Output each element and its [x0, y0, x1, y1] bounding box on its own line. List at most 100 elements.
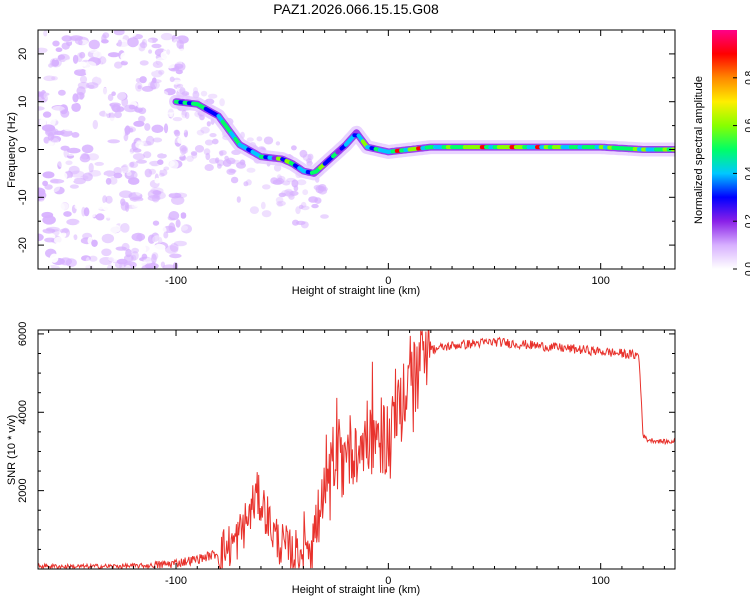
- spectrogram-noise-blob: [80, 154, 91, 162]
- spectrogram-noise-blob: [65, 161, 72, 166]
- spectrogram-noise-blob: [71, 132, 79, 138]
- spectrogram-noise-blob: [81, 207, 85, 217]
- spectrogram-noise-blob: [118, 40, 122, 47]
- spectrogram-noise-blob: [152, 100, 164, 110]
- colorbar-tick-label: 0.8: [744, 70, 750, 84]
- spectrogram-noise-blob: [262, 210, 272, 217]
- spectrogram-noise-blob: [89, 213, 96, 218]
- spectrogram-noise-blob: [46, 227, 60, 232]
- spectrogram-noise-blob: [34, 147, 47, 151]
- snr-x-axis-label: Height of straight line (km): [292, 584, 420, 596]
- spectrogram-noise-blob: [59, 246, 71, 250]
- spectrogram-noise-blob: [44, 92, 52, 100]
- spectrogram-noise-blob: [82, 103, 90, 108]
- spectrogram-noise-blob: [176, 40, 184, 49]
- spectrogram-noise-blob: [52, 41, 59, 47]
- spectrogram-noise-blob: [181, 147, 188, 154]
- spectrogram-noise-blob: [59, 229, 69, 234]
- spectrogram-noise-blob: [168, 188, 177, 194]
- spectrogram-noise-blob: [117, 259, 128, 265]
- spectrogram-noise-blob: [123, 56, 132, 63]
- spectrogram-noise-blob: [104, 152, 114, 156]
- spectrogram-noise-blob: [243, 181, 248, 186]
- spectrogram-noise-blob: [133, 121, 144, 127]
- spectrogram-noise-blob: [175, 193, 188, 199]
- spectrogram-noise-blob: [125, 265, 131, 271]
- spectrogram-y-tick-label: 0: [17, 146, 29, 152]
- spectrogram-noise-blob: [106, 212, 112, 218]
- spectrogram-noise-blob: [151, 254, 157, 264]
- spectrogram-noise-blob: [44, 87, 50, 92]
- spectrogram-y-axis-label: Frequency (Hz): [6, 112, 18, 188]
- spectrogram-noise-blob: [207, 121, 211, 126]
- spectrogram-noise-blob: [217, 164, 222, 169]
- spectrogram-noise-blob: [78, 40, 82, 45]
- spectrogram-noise-blob: [152, 125, 164, 133]
- spectrogram-noise-blob: [132, 51, 144, 59]
- colorbar: 0.00.20.40.60.8 Normalized spectral ampl…: [693, 30, 750, 276]
- spectrogram-noise-blob: [142, 245, 146, 253]
- spectrogram-noise-blob: [62, 35, 73, 41]
- spectrogram-noise-blob: [148, 49, 152, 53]
- spectrogram-noise-blob: [122, 164, 129, 174]
- spectrogram-noise-blob: [158, 91, 168, 98]
- spectrogram-noise-blob: [209, 158, 218, 164]
- spectrogram-noise-blob: [135, 216, 148, 226]
- spectrogram-noise-blob: [212, 139, 219, 145]
- spectrogram-noise-blob: [144, 38, 152, 44]
- spectrogram-x-tick-label: -100: [165, 275, 187, 287]
- spectrogram-noise-blob: [229, 169, 237, 173]
- spectrogram-noise-blob: [65, 165, 69, 172]
- spectrogram-noise-blob: [320, 214, 329, 219]
- spectrogram-noise-blob: [169, 180, 181, 188]
- spectrogram-noise-blob: [176, 172, 181, 178]
- spectrogram-noise-blob: [135, 141, 144, 148]
- snr-x-tick-label: 100: [592, 575, 610, 587]
- spectrogram-noise-blob: [185, 112, 189, 119]
- spectrogram-noise-blob: [56, 47, 63, 52]
- spectrogram-noise-blob: [133, 153, 145, 160]
- spectrogram-noise-blob: [103, 124, 113, 131]
- spectrogram-noise-blob: [141, 228, 146, 234]
- spectrogram-noise-blob: [35, 262, 42, 268]
- spectrogram-noise-blob: [261, 202, 266, 210]
- spectrogram-noise-blob: [284, 189, 293, 197]
- spectrogram-noise-blob: [69, 79, 79, 84]
- spectrogram-noise-blob: [52, 117, 62, 121]
- spectrogram-noise-blob: [94, 69, 107, 78]
- spectrogram-noise-blob: [107, 224, 121, 233]
- spectrogram-noise-blob: [144, 208, 155, 216]
- spectrogram-noise-blob: [92, 103, 101, 109]
- spectrogram-noise-blob: [96, 213, 105, 220]
- spectrogram-noise-blob: [101, 39, 109, 43]
- spectrogram-noise-blob: [77, 221, 89, 229]
- spectrogram-noise-blob: [44, 184, 52, 190]
- spectrogram-noise-blob: [114, 111, 122, 118]
- spectrogram-noise-blob: [125, 125, 131, 135]
- colorbar-tick-label: 0.6: [744, 118, 750, 132]
- spectrogram-noise-blob: [308, 154, 314, 161]
- spectrogram-noise-blob: [61, 43, 69, 50]
- snr-y-tick-label: 2000: [17, 478, 29, 502]
- spectrogram-noise-blob: [161, 33, 173, 40]
- spectrogram-noise-blob: [128, 177, 139, 185]
- spectrogram-noise-blob: [276, 201, 286, 206]
- spectrogram-noise-blob: [119, 190, 132, 198]
- spectrogram-noise-blob: [204, 148, 211, 155]
- spectrogram-noise-blob: [160, 145, 171, 155]
- spectrogram-noise-blob: [116, 129, 125, 138]
- colorbar-gradient: [712, 30, 737, 269]
- spectrogram-noise-blob: [119, 234, 126, 241]
- spectrogram-noise-blob: [142, 254, 148, 260]
- spectrogram-noise-blob: [58, 55, 65, 60]
- spectrogram-noise-blob: [150, 187, 163, 194]
- spectrogram-noise-blob: [111, 91, 116, 96]
- spectrogram-noise-blob: [91, 240, 98, 247]
- spectrogram-noise-blob: [114, 173, 123, 179]
- snr-y-tick-label: 4000: [17, 400, 29, 424]
- spectrogram-noise-blob: [86, 257, 90, 266]
- spectrogram-noise-blob: [108, 52, 120, 57]
- spectrogram-noise-blob: [174, 241, 187, 247]
